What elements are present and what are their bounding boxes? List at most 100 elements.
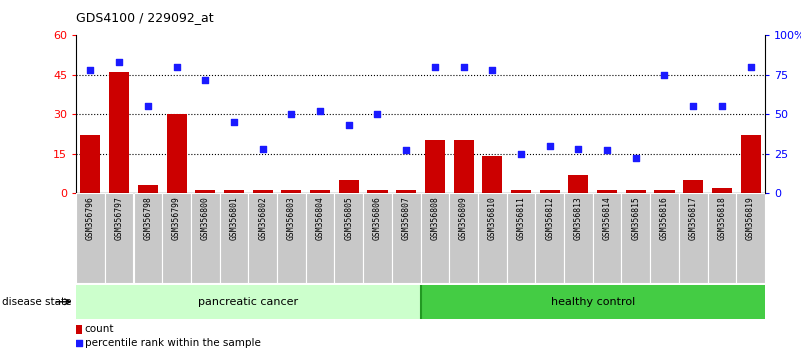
Bar bbox=[281, 190, 301, 193]
Bar bbox=[334, 193, 363, 283]
Bar bbox=[707, 193, 736, 283]
Bar bbox=[736, 193, 765, 283]
Bar bbox=[195, 190, 215, 193]
Point bbox=[715, 103, 728, 109]
Bar bbox=[622, 193, 650, 283]
Bar bbox=[678, 193, 707, 283]
Bar bbox=[306, 193, 334, 283]
Bar bbox=[741, 135, 761, 193]
Point bbox=[630, 155, 642, 161]
Point bbox=[113, 59, 126, 65]
Bar bbox=[76, 285, 421, 319]
Bar bbox=[76, 193, 105, 283]
Text: GSM356813: GSM356813 bbox=[574, 196, 583, 240]
Point bbox=[486, 67, 499, 73]
Bar bbox=[421, 285, 765, 319]
Bar bbox=[134, 193, 162, 283]
Text: GSM356815: GSM356815 bbox=[631, 196, 640, 240]
Bar bbox=[277, 193, 306, 283]
Point bbox=[457, 64, 470, 70]
Bar bbox=[597, 190, 617, 193]
Bar bbox=[683, 180, 703, 193]
Bar bbox=[593, 193, 622, 283]
Bar bbox=[76, 325, 83, 334]
Text: GSM356814: GSM356814 bbox=[602, 196, 612, 240]
Point bbox=[658, 72, 671, 78]
Bar bbox=[712, 188, 732, 193]
Bar bbox=[252, 190, 272, 193]
Bar bbox=[650, 193, 678, 283]
Bar bbox=[478, 193, 506, 283]
Bar bbox=[339, 180, 359, 193]
Text: count: count bbox=[85, 324, 115, 335]
Text: percentile rank within the sample: percentile rank within the sample bbox=[85, 338, 260, 348]
Text: GDS4100 / 229092_at: GDS4100 / 229092_at bbox=[76, 11, 214, 24]
Point bbox=[142, 103, 155, 109]
Point bbox=[199, 77, 211, 82]
Bar bbox=[392, 193, 421, 283]
Text: GSM356797: GSM356797 bbox=[115, 196, 123, 240]
Text: GSM356803: GSM356803 bbox=[287, 196, 296, 240]
Text: GSM356796: GSM356796 bbox=[86, 196, 95, 240]
Point bbox=[227, 119, 240, 125]
Bar bbox=[219, 193, 248, 283]
Bar bbox=[626, 190, 646, 193]
Point bbox=[371, 111, 384, 117]
Bar bbox=[80, 135, 100, 193]
Bar bbox=[138, 185, 158, 193]
Bar bbox=[482, 156, 502, 193]
Text: GSM356802: GSM356802 bbox=[258, 196, 268, 240]
Point bbox=[543, 143, 556, 149]
Bar bbox=[569, 175, 589, 193]
Text: disease state: disease state bbox=[2, 297, 71, 307]
Text: GSM356810: GSM356810 bbox=[488, 196, 497, 240]
Bar bbox=[511, 190, 531, 193]
Text: GSM356798: GSM356798 bbox=[143, 196, 152, 240]
Text: GSM356804: GSM356804 bbox=[316, 196, 324, 240]
Bar bbox=[105, 193, 134, 283]
Bar bbox=[421, 193, 449, 283]
Text: GSM356801: GSM356801 bbox=[229, 196, 239, 240]
Text: GSM356808: GSM356808 bbox=[430, 196, 440, 240]
Bar bbox=[654, 190, 674, 193]
Text: GSM356807: GSM356807 bbox=[401, 196, 411, 240]
Text: GSM356800: GSM356800 bbox=[201, 196, 210, 240]
Bar bbox=[162, 193, 191, 283]
Bar bbox=[167, 114, 187, 193]
Text: GSM356817: GSM356817 bbox=[689, 196, 698, 240]
Text: pancreatic cancer: pancreatic cancer bbox=[198, 297, 298, 307]
Text: GSM356816: GSM356816 bbox=[660, 196, 669, 240]
Point bbox=[572, 146, 585, 152]
Point bbox=[342, 122, 355, 128]
Point bbox=[514, 151, 527, 156]
Bar bbox=[363, 193, 392, 283]
Bar bbox=[248, 193, 277, 283]
Point bbox=[429, 64, 441, 70]
Text: GSM356805: GSM356805 bbox=[344, 196, 353, 240]
Bar bbox=[449, 193, 478, 283]
Point bbox=[84, 67, 97, 73]
Text: GSM356799: GSM356799 bbox=[172, 196, 181, 240]
Point bbox=[400, 148, 413, 153]
Text: GSM356812: GSM356812 bbox=[545, 196, 554, 240]
Bar bbox=[425, 141, 445, 193]
Bar bbox=[310, 190, 330, 193]
Point bbox=[170, 64, 183, 70]
Bar bbox=[564, 193, 593, 283]
Point bbox=[314, 108, 327, 114]
Bar bbox=[368, 190, 388, 193]
Text: GSM356818: GSM356818 bbox=[718, 196, 727, 240]
Text: GSM356819: GSM356819 bbox=[746, 196, 755, 240]
Point bbox=[256, 146, 269, 152]
Bar bbox=[109, 72, 129, 193]
Bar bbox=[535, 193, 564, 283]
Text: healthy control: healthy control bbox=[550, 297, 635, 307]
Bar bbox=[396, 190, 417, 193]
Point bbox=[686, 103, 699, 109]
Bar bbox=[453, 141, 473, 193]
Text: GSM356809: GSM356809 bbox=[459, 196, 468, 240]
Bar bbox=[191, 193, 219, 283]
Point bbox=[601, 148, 614, 153]
Point bbox=[73, 340, 86, 346]
Bar bbox=[540, 190, 560, 193]
